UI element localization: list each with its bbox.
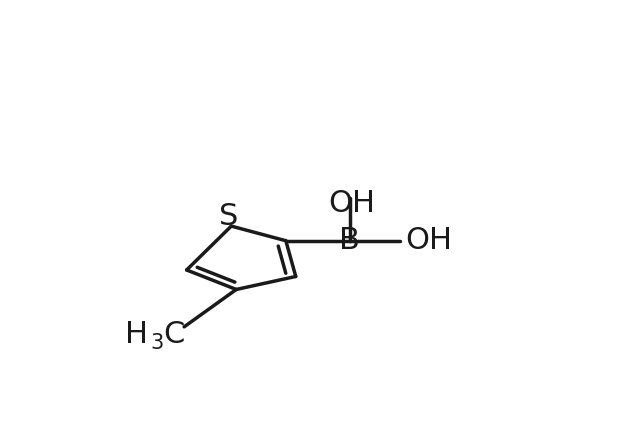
Text: C: C bbox=[163, 320, 185, 349]
Text: S: S bbox=[219, 202, 239, 231]
Text: OH: OH bbox=[405, 226, 452, 255]
Text: B: B bbox=[339, 226, 360, 255]
Text: OH: OH bbox=[328, 189, 375, 218]
Text: H: H bbox=[125, 320, 148, 349]
Text: 3: 3 bbox=[150, 333, 164, 353]
